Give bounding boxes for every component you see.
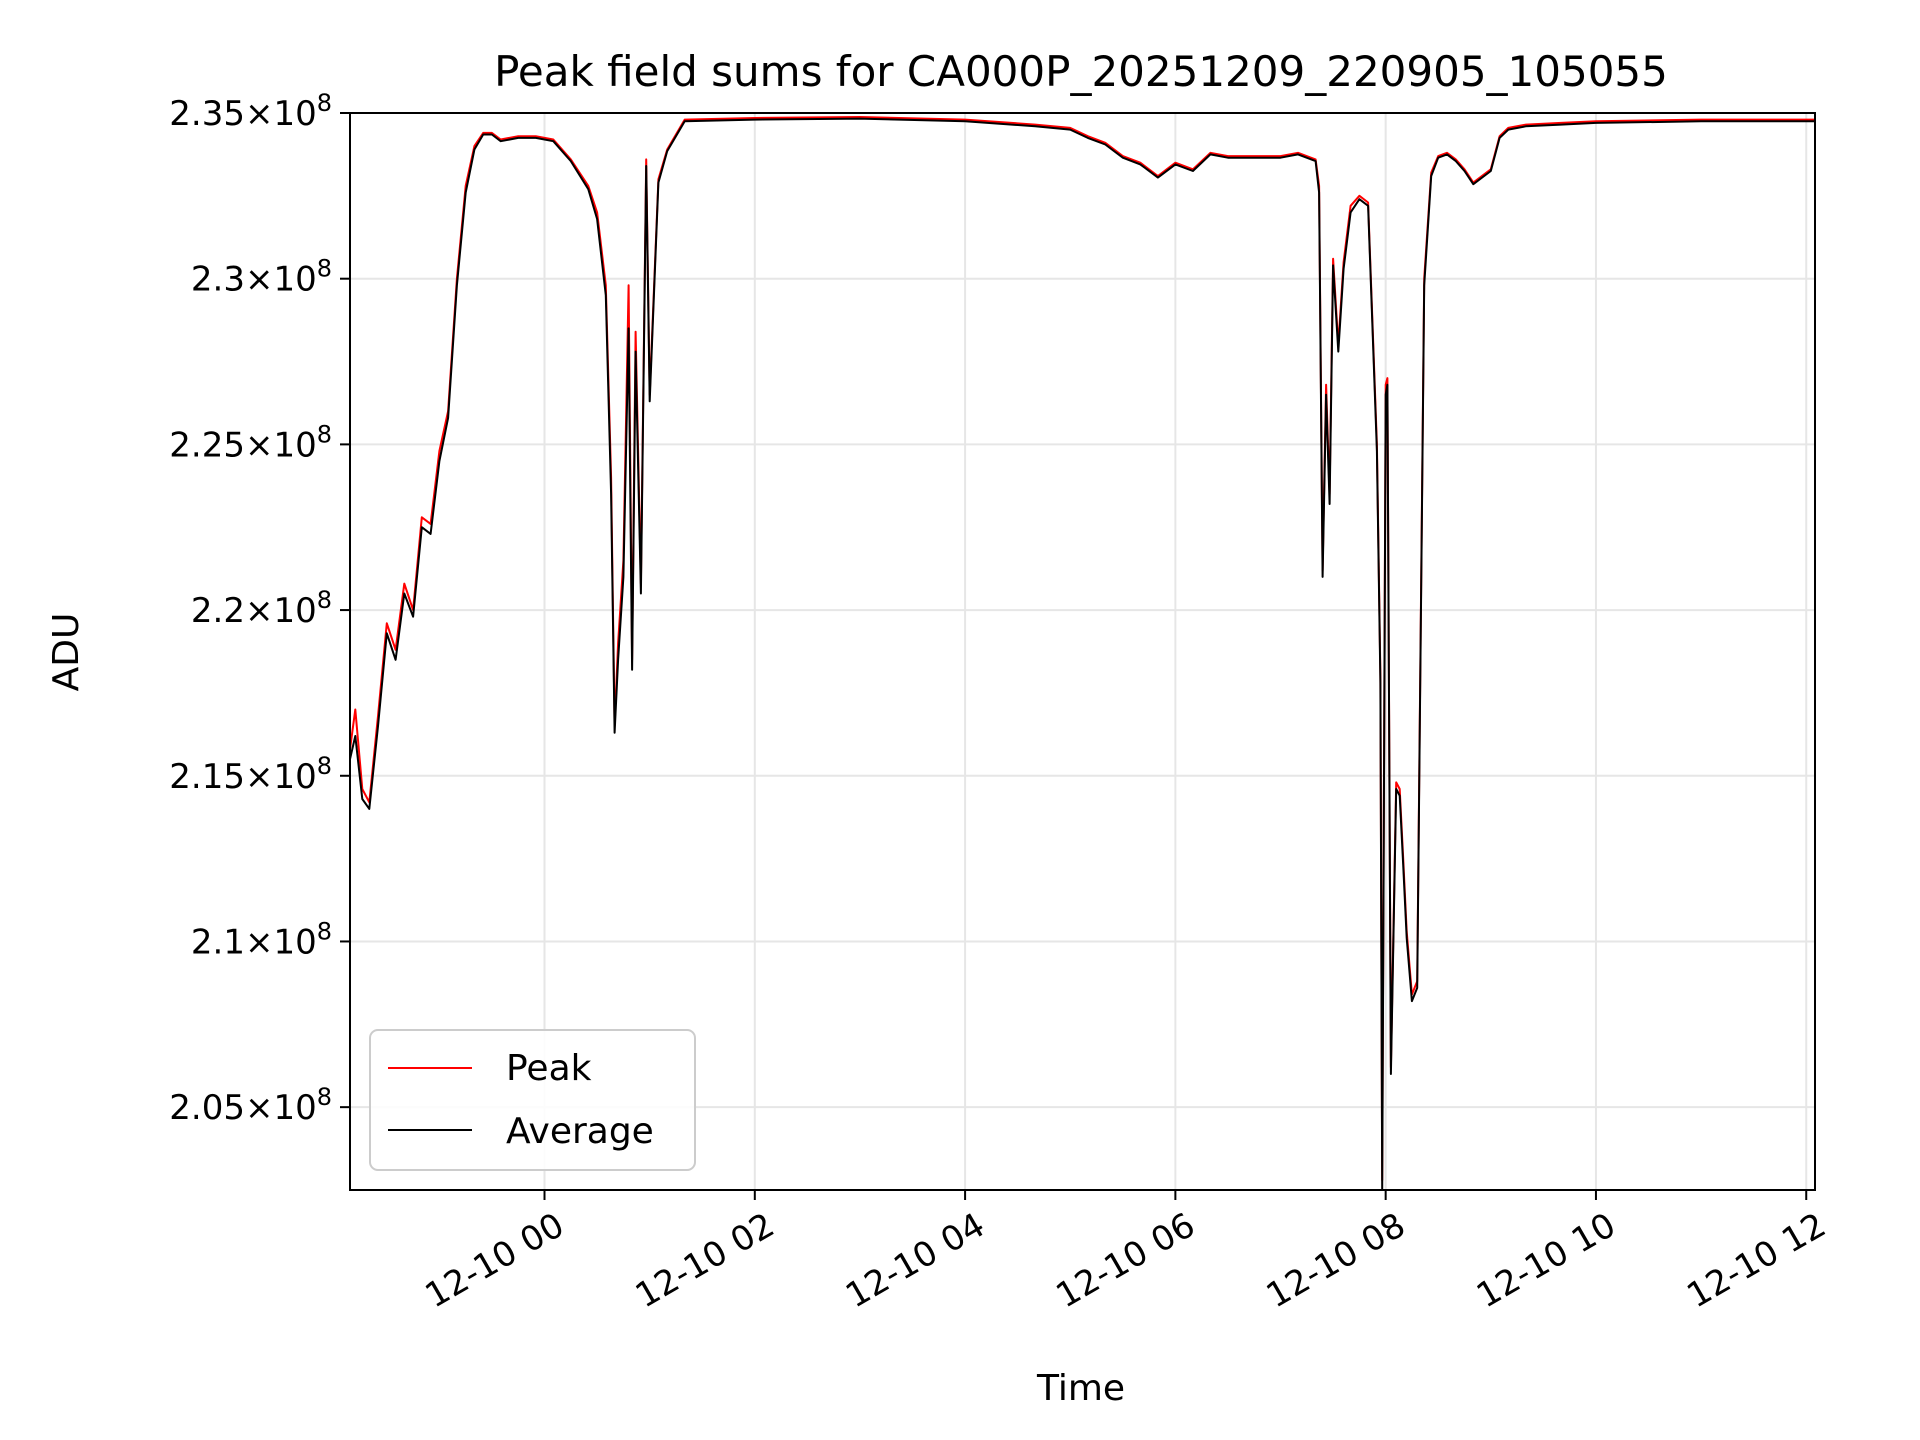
- x-axis-title: Time: [1036, 1368, 1125, 1409]
- y-axis-ticks: 2.05×108 2.1×108 2.15×108 2.2×108 2.25×108 2.…: [169, 89, 350, 1128]
- chart-title: Peak field sums for CA000P_20251209_2209…: [494, 47, 1668, 96]
- plot-frame: [349, 112, 1816, 1191]
- legend: Peak Average: [369, 1029, 696, 1171]
- y-tick-label: 2.1×108: [191, 917, 332, 962]
- y-axis-title: ADU: [46, 613, 87, 692]
- grid-lines: [350, 112, 1815, 1190]
- y-tick-label: 2.3×108: [191, 255, 332, 300]
- y-tick-label: 2.25×108: [169, 420, 332, 465]
- legend-label-peak: Peak: [506, 1048, 592, 1089]
- y-tick-label: 2.2×108: [191, 586, 332, 631]
- series-lines: [349, 116, 1815, 1191]
- y-tick-label: 2.35×108: [169, 89, 332, 134]
- plot-area: [350, 113, 1815, 1190]
- legend-label-average: Average: [506, 1111, 654, 1152]
- series-line-peak: [349, 116, 1815, 1182]
- y-tick-label: 2.15×108: [169, 752, 332, 797]
- legend-box: [369, 1029, 696, 1171]
- y-tick-label: 2.05×108: [169, 1083, 332, 1128]
- series-line-average: [349, 117, 1815, 1191]
